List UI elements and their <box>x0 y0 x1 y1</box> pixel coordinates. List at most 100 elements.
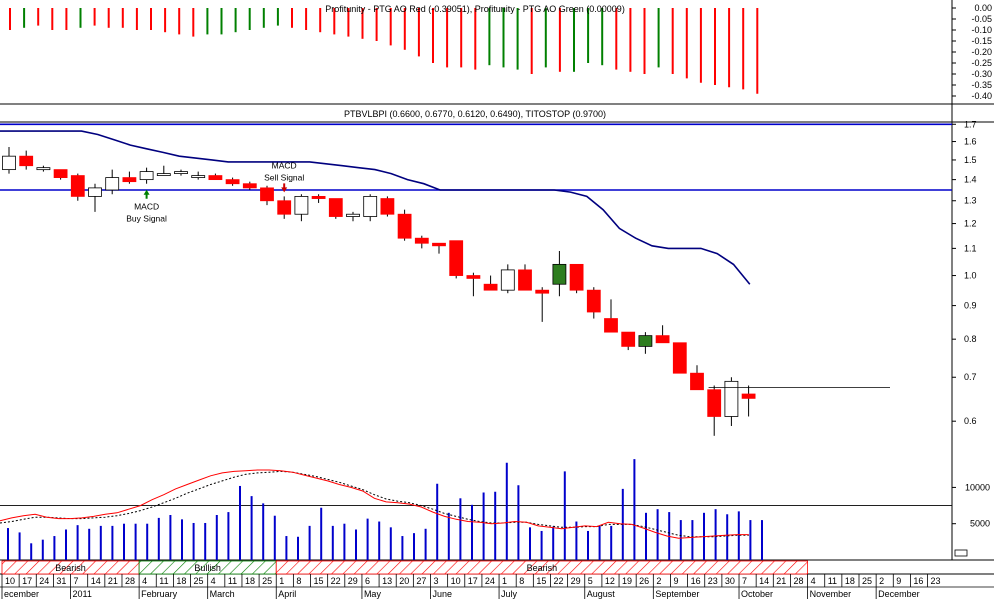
day-tick-label: 22 <box>331 576 341 586</box>
day-tick-label: 24 <box>39 576 49 586</box>
candle-body <box>277 200 292 215</box>
sentiment-label: Bullish <box>194 563 221 573</box>
candle-body <box>156 173 171 176</box>
day-tick-label: 11 <box>228 576 237 586</box>
candle-body <box>122 177 137 183</box>
candle <box>380 196 395 217</box>
day-tick-label: 29 <box>348 576 358 586</box>
day-tick-label: 15 <box>314 576 324 586</box>
candle <box>19 150 34 170</box>
candle <box>363 194 378 222</box>
candle <box>741 385 756 417</box>
candle-body <box>105 177 120 191</box>
candle-body <box>191 175 206 178</box>
volume-tick-label: 5000 <box>970 519 990 529</box>
macd-signal-line <box>0 470 749 538</box>
candle <box>156 165 171 176</box>
day-tick-label: 25 <box>262 576 272 586</box>
macd-line <box>0 469 749 539</box>
candle-body <box>328 198 343 217</box>
price-title: PTBVLBPI (0.6600, 0.6770, 0.6120, 0.6490… <box>344 109 606 119</box>
candle-body <box>638 335 653 347</box>
price-tick-label: 1.7 <box>964 119 977 129</box>
volume-tick-label: 10000 <box>965 482 990 492</box>
candle-body <box>208 175 223 181</box>
osc-tick-label: -0.25 <box>971 58 992 68</box>
candle <box>311 194 326 203</box>
candle-body <box>432 242 446 247</box>
day-tick-label: 16 <box>913 576 923 586</box>
day-tick-label: 30 <box>725 576 735 586</box>
day-tick-label: 2 <box>879 576 884 586</box>
day-tick-label: 29 <box>571 576 581 586</box>
candle <box>70 173 85 201</box>
month-label: March <box>210 589 235 599</box>
candle-body <box>19 155 34 167</box>
candle <box>449 240 464 279</box>
candle <box>672 342 687 374</box>
price-tick-label: 1.0 <box>964 271 977 281</box>
sentiment-label: Bearish <box>527 563 558 573</box>
candle <box>397 209 412 241</box>
candle <box>346 211 360 222</box>
candle-body <box>53 169 68 178</box>
day-tick-label: 31 <box>56 576 66 586</box>
osc-tick-label: -0.35 <box>971 80 992 90</box>
candle <box>586 287 601 319</box>
candle-body <box>363 195 378 217</box>
sell-arrow-icon <box>281 183 288 193</box>
candle <box>139 167 154 184</box>
candle-body <box>260 187 274 202</box>
month-label: June <box>433 589 453 599</box>
candle <box>105 169 120 195</box>
day-tick-label: 23 <box>931 576 941 586</box>
candle <box>414 235 429 249</box>
day-tick-label: 2 <box>656 576 661 586</box>
candle-body <box>690 372 704 391</box>
candle-body <box>225 179 240 185</box>
candle <box>638 332 653 354</box>
osc-tick-label: -0.10 <box>971 25 992 35</box>
candle-body <box>414 237 429 244</box>
candle <box>53 169 68 180</box>
day-tick-label: 8 <box>296 576 301 586</box>
candle-body <box>2 155 16 171</box>
candle <box>724 377 739 426</box>
candle <box>36 165 51 172</box>
candle-body <box>294 195 309 215</box>
osc-tick-label: -0.20 <box>971 47 992 57</box>
candle-body <box>707 389 722 417</box>
candle <box>260 185 274 206</box>
osc-tick-label: 0.00 <box>974 3 992 13</box>
candle-body <box>552 263 567 285</box>
candle <box>328 198 343 219</box>
month-label: July <box>501 589 518 599</box>
day-tick-label: 9 <box>896 576 901 586</box>
titostop-line <box>0 130 751 285</box>
osc-tick-label: -0.30 <box>971 69 992 79</box>
osc-tick-label: -0.15 <box>971 36 992 46</box>
candle <box>552 250 567 297</box>
price-tick-label: 1.2 <box>964 219 977 229</box>
candle <box>88 183 102 212</box>
candle-body <box>311 195 326 199</box>
price-tick-label: 1.4 <box>964 175 977 185</box>
candle-body <box>500 269 515 291</box>
month-label: November <box>810 589 852 599</box>
day-tick-label: 25 <box>194 576 204 586</box>
month-label: September <box>655 589 699 599</box>
day-tick-label: 6 <box>365 576 370 586</box>
candle-body <box>672 342 687 374</box>
day-tick-label: 17 <box>22 576 32 586</box>
day-tick-label: 23 <box>708 576 718 586</box>
volume-macd-panel: 10000 5000 <box>0 459 990 560</box>
annotation-label: MACD <box>134 202 159 212</box>
candle-body <box>449 240 464 276</box>
osc-tick-label: -0.40 <box>971 91 992 101</box>
day-tick-label: 13 <box>382 576 392 586</box>
sentiment-band: Bearish Bullish Bearish <box>1 560 808 575</box>
candle-body <box>604 318 618 333</box>
day-tick-label: 4 <box>811 576 816 586</box>
price-tick-label: 0.6 <box>964 416 977 426</box>
